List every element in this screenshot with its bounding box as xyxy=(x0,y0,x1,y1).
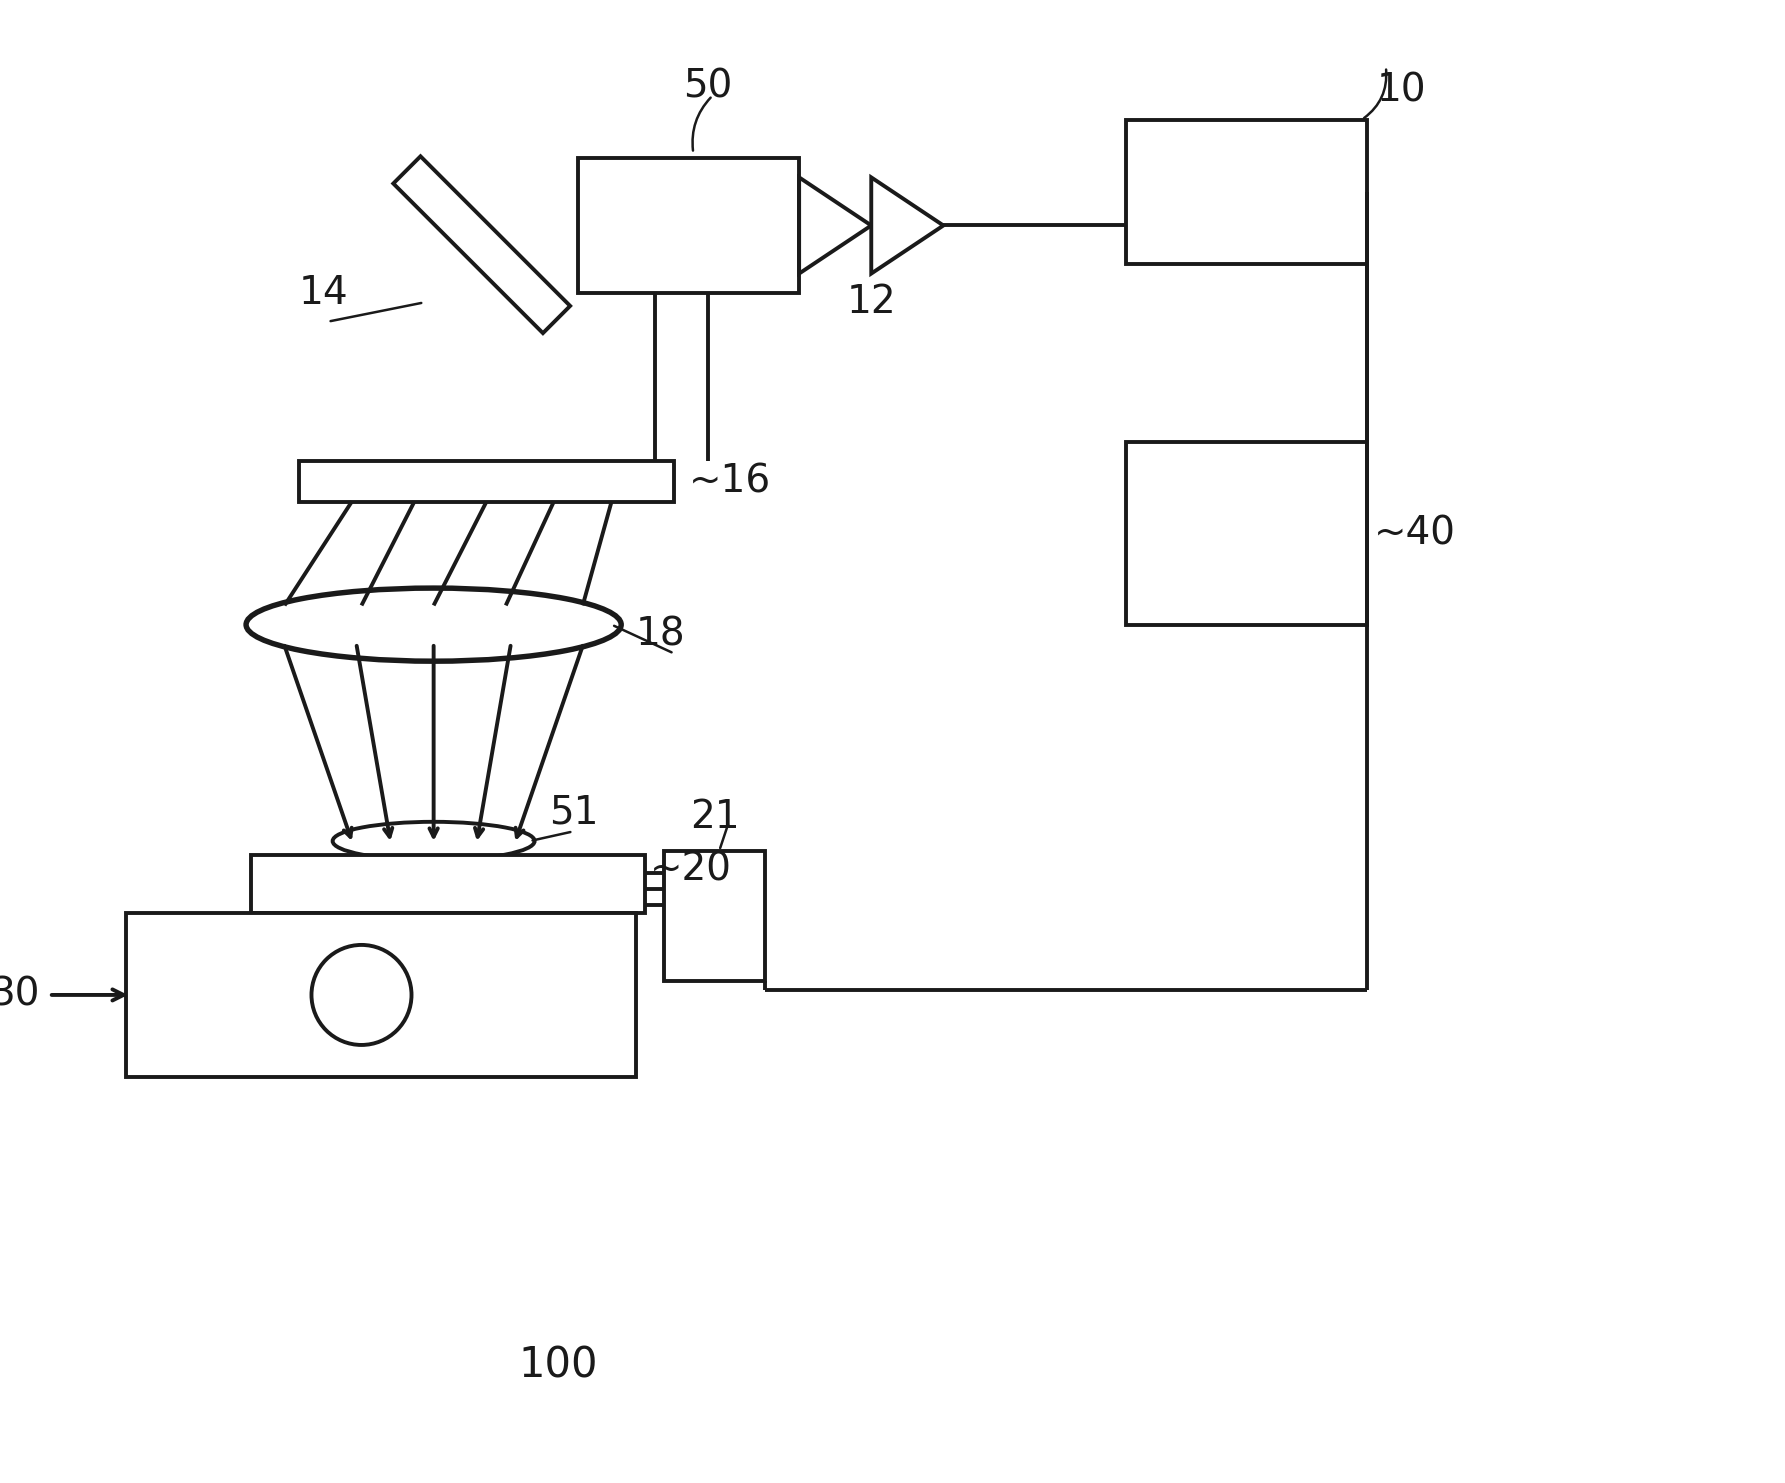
Bar xyxy=(578,159,800,292)
Polygon shape xyxy=(393,156,569,334)
Text: 12: 12 xyxy=(846,283,896,322)
Bar xyxy=(298,461,675,501)
Text: 18: 18 xyxy=(635,615,685,653)
Text: 50: 50 xyxy=(684,67,732,105)
Text: 14: 14 xyxy=(298,274,348,311)
Text: 21: 21 xyxy=(689,798,739,836)
Text: ~16: ~16 xyxy=(689,463,771,500)
Text: 51: 51 xyxy=(550,793,598,830)
Polygon shape xyxy=(871,178,944,273)
Polygon shape xyxy=(800,178,871,273)
Text: 10: 10 xyxy=(1376,71,1426,110)
Bar xyxy=(127,914,635,1077)
Text: 30: 30 xyxy=(0,976,39,1014)
Text: 100: 100 xyxy=(519,1344,598,1387)
Bar xyxy=(1126,120,1367,264)
Circle shape xyxy=(311,945,412,1046)
Text: ~20: ~20 xyxy=(650,851,732,888)
Text: ~40: ~40 xyxy=(1374,515,1457,552)
Bar xyxy=(664,851,766,980)
Ellipse shape xyxy=(246,589,621,661)
Bar xyxy=(1126,442,1367,624)
Bar xyxy=(252,856,644,914)
